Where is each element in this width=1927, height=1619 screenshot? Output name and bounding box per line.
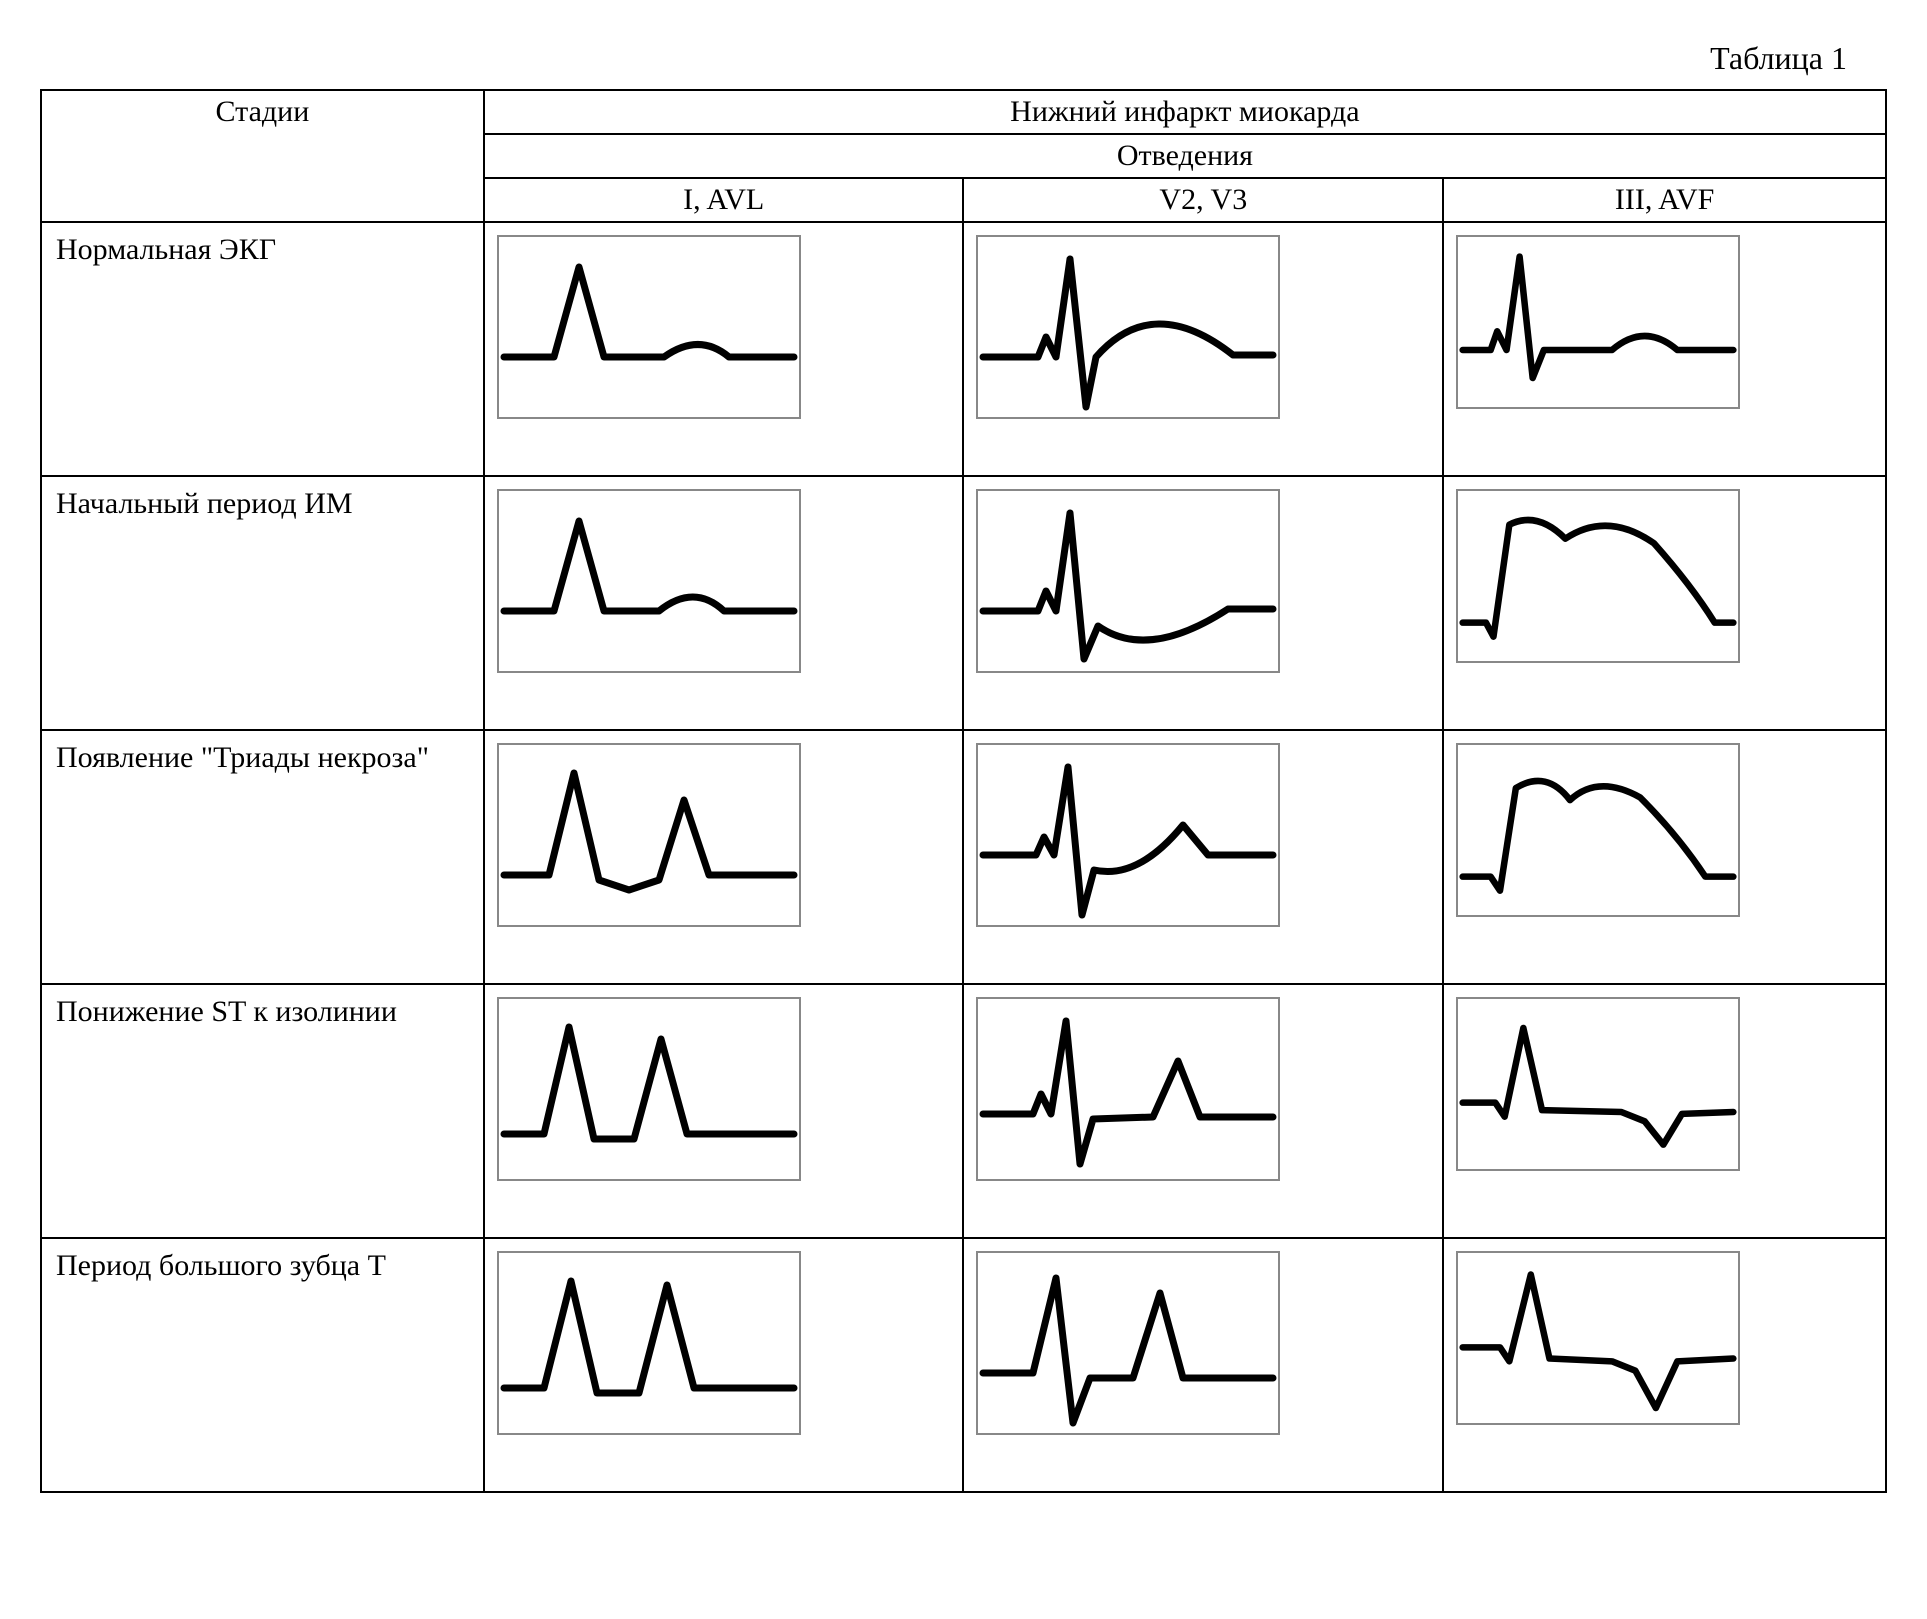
- ecg-path: [983, 1021, 1273, 1164]
- ecg-path: [1463, 520, 1734, 637]
- table-caption: Таблица 1: [40, 40, 1847, 77]
- header-leads-label: Отведения: [484, 134, 1886, 178]
- header-title: Нижний инфаркт миокарда: [484, 90, 1886, 134]
- ecg-path: [504, 1281, 794, 1393]
- row-label: Понижение ST к изолинии: [41, 984, 484, 1238]
- row-label: Появление "Триады некроза": [41, 730, 484, 984]
- wave-box: [976, 997, 1280, 1181]
- wave-cell: [1443, 476, 1886, 730]
- wave-cell: [963, 222, 1443, 476]
- table-row: Период большого зубца T: [41, 1238, 1886, 1492]
- wave-box: [497, 997, 801, 1181]
- table-row: Нормальная ЭКГ: [41, 222, 1886, 476]
- ecg-path: [504, 1027, 794, 1139]
- ecg-path: [1463, 1028, 1734, 1145]
- row-label: Период большого зубца T: [41, 1238, 484, 1492]
- wave-cell: [1443, 222, 1886, 476]
- table-row: Понижение ST к изолинии: [41, 984, 1886, 1238]
- ecg-table: Стадии Нижний инфаркт миокарда Отведения…: [40, 89, 1887, 1493]
- table-row: Начальный период ИМ: [41, 476, 1886, 730]
- header-lead-1: V2, V3: [963, 178, 1443, 222]
- wave-box: [1456, 997, 1740, 1171]
- wave-cell: [963, 1238, 1443, 1492]
- header-lead-0: I, AVL: [484, 178, 964, 222]
- header-lead-2: III, AVF: [1443, 178, 1886, 222]
- ecg-path: [504, 773, 794, 890]
- ecg-path: [1463, 781, 1734, 891]
- ecg-path: [504, 521, 794, 611]
- wave-box: [1456, 235, 1740, 409]
- wave-box: [976, 235, 1280, 419]
- ecg-path: [504, 267, 794, 357]
- wave-box: [497, 235, 801, 419]
- wave-box: [976, 489, 1280, 673]
- row-label: Нормальная ЭКГ: [41, 222, 484, 476]
- ecg-path: [983, 1278, 1273, 1423]
- wave-cell: [484, 476, 964, 730]
- ecg-path: [983, 259, 1273, 407]
- wave-cell: [1443, 984, 1886, 1238]
- ecg-path: [1463, 1275, 1734, 1408]
- wave-box: [1456, 743, 1740, 917]
- wave-cell: [484, 984, 964, 1238]
- wave-box: [1456, 489, 1740, 663]
- wave-box: [976, 743, 1280, 927]
- wave-cell: [1443, 730, 1886, 984]
- wave-cell: [484, 222, 964, 476]
- ecg-path: [983, 767, 1273, 915]
- wave-box: [497, 743, 801, 927]
- wave-box: [497, 1251, 801, 1435]
- wave-box: [497, 489, 801, 673]
- header-stages: Стадии: [41, 90, 484, 222]
- wave-cell: [963, 984, 1443, 1238]
- table-row: Появление "Триады некроза": [41, 730, 1886, 984]
- wave-cell: [1443, 1238, 1886, 1492]
- wave-cell: [484, 1238, 964, 1492]
- wave-box: [976, 1251, 1280, 1435]
- wave-cell: [963, 730, 1443, 984]
- wave-cell: [963, 476, 1443, 730]
- ecg-path: [983, 513, 1273, 659]
- ecg-path: [1463, 257, 1734, 378]
- wave-cell: [484, 730, 964, 984]
- row-label: Начальный период ИМ: [41, 476, 484, 730]
- wave-box: [1456, 1251, 1740, 1425]
